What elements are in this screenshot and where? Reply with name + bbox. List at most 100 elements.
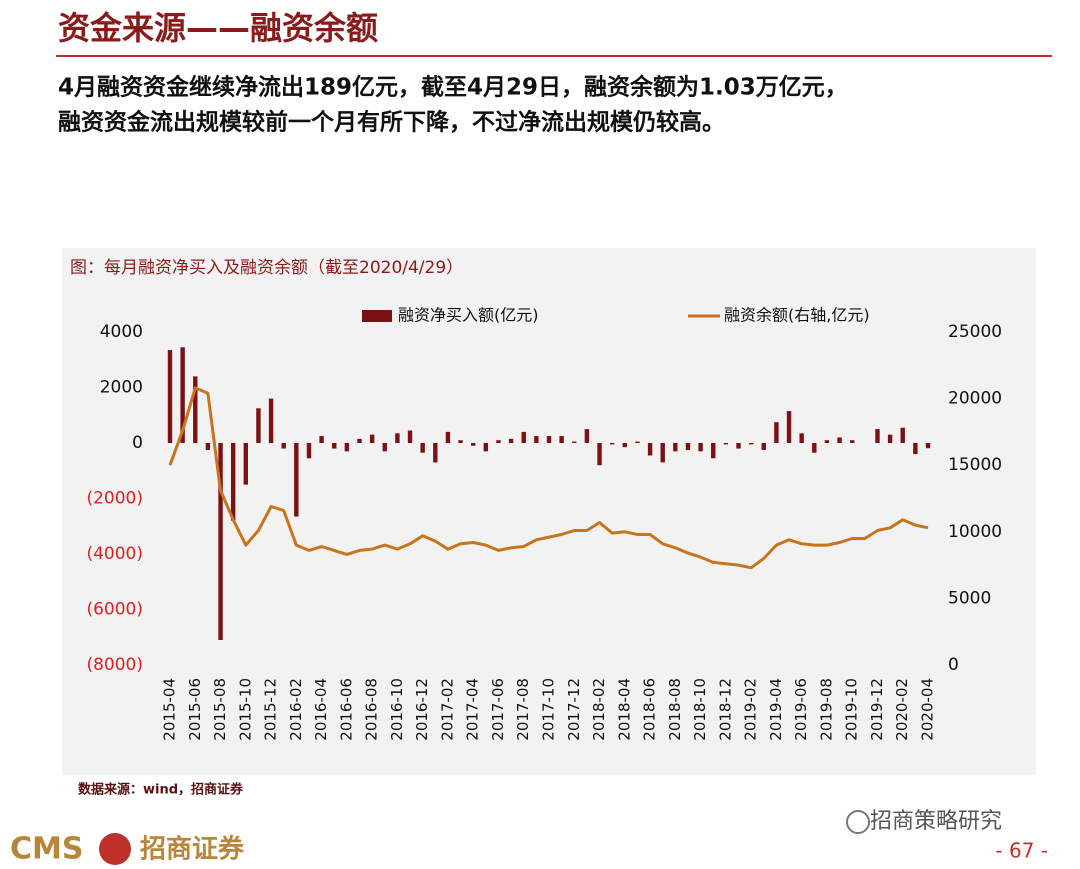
bar <box>458 440 463 443</box>
x-tick-label: 2018-02 <box>590 678 608 741</box>
x-tick-label: 2020-04 <box>919 678 937 741</box>
x-tick-label: 2019-10 <box>843 678 861 741</box>
line <box>168 386 929 570</box>
x-tick-label: 2017-12 <box>565 678 583 741</box>
bar <box>736 443 741 449</box>
bar <box>167 350 173 443</box>
company-name: 招商证券 <box>140 834 245 865</box>
bar <box>319 436 324 443</box>
x-tick-label: 2018-08 <box>666 678 684 741</box>
bar <box>445 431 451 443</box>
bar <box>496 440 501 443</box>
bar <box>837 437 842 443</box>
bar <box>812 443 817 453</box>
bar <box>887 434 893 443</box>
bar <box>294 443 299 517</box>
x-tick-label: 2017-10 <box>540 678 558 741</box>
chart-panel <box>62 248 1036 775</box>
logo: CMS <box>10 832 83 867</box>
x-tick-label: 2019-04 <box>767 678 785 741</box>
bar <box>875 429 880 443</box>
bar <box>597 443 602 466</box>
bar <box>357 438 362 443</box>
x-tick-label: 2015-10 <box>236 678 254 741</box>
bar <box>559 436 564 443</box>
bar <box>521 431 526 443</box>
x-tick-label: 2018-12 <box>716 678 734 741</box>
x-tick-label: 2018-10 <box>691 678 709 741</box>
y2-tick-label: 0 <box>948 655 959 675</box>
x-tick-label: 2016-08 <box>363 678 381 741</box>
x-tick-label: 2017-08 <box>514 678 532 741</box>
bar <box>433 443 438 463</box>
bar <box>230 443 236 521</box>
bar <box>799 433 804 443</box>
x-tick-label: 2015-06 <box>186 678 204 741</box>
bar <box>786 411 792 443</box>
page-number: - 67 - <box>995 839 1048 863</box>
bar <box>420 443 425 453</box>
y2-tick-label: 5000 <box>948 588 991 608</box>
bar <box>268 398 274 443</box>
chart-title: 图：每月融资净买入及融资余额（截至2020/4/29） <box>70 258 463 278</box>
x-tick-label: 2017-02 <box>438 678 456 741</box>
x-tick-label: 2019-06 <box>792 678 810 741</box>
bar <box>850 440 855 443</box>
bar <box>824 440 830 443</box>
x-tick-label: 2015-04 <box>161 678 179 741</box>
bar <box>180 347 185 443</box>
bar <box>205 443 211 450</box>
x-tick-label: 2016-04 <box>312 678 330 741</box>
bar <box>761 443 766 450</box>
bar <box>748 443 754 445</box>
x-tick-label: 2017-06 <box>489 678 507 741</box>
y2-tick-label: 25000 <box>948 322 1002 342</box>
y-tick-label: (2000) <box>86 489 143 509</box>
bar <box>572 441 577 443</box>
x-tick-label: 2016-06 <box>337 678 355 741</box>
y-tick-label: (4000) <box>86 544 143 564</box>
y-tick-label: (8000) <box>86 655 143 675</box>
wechat-icon <box>846 810 870 834</box>
bar <box>660 443 665 463</box>
bar <box>635 441 640 443</box>
bar <box>407 430 413 443</box>
bar <box>332 443 337 449</box>
logo-icon <box>99 833 131 865</box>
x-tick-label: 2015-08 <box>211 678 229 741</box>
x-tick-label: 2016-10 <box>388 678 406 741</box>
legend-label: 融资余额(右轴,亿元) <box>724 306 870 325</box>
bar <box>925 443 931 449</box>
bar <box>382 443 387 452</box>
bar <box>711 443 716 459</box>
y2-tick-label: 20000 <box>948 389 1002 409</box>
bar <box>193 376 198 443</box>
bar <box>698 443 703 452</box>
x-tick-label: 2019-08 <box>817 678 835 741</box>
y2-tick-label: 15000 <box>948 455 1002 475</box>
bar <box>546 436 552 443</box>
x-tick-label: 2020-02 <box>893 678 911 741</box>
bar <box>584 429 590 443</box>
body-text: 融资资金流出规模较前一个月有所下降，不过净流出规模仍较高。 <box>58 109 725 136</box>
bar <box>471 443 476 446</box>
bar <box>622 443 627 448</box>
bar <box>647 443 653 456</box>
bar <box>609 443 615 445</box>
x-tick-label: 2018-04 <box>615 678 633 741</box>
y-tick-label: 2000 <box>100 378 143 398</box>
bar <box>673 443 678 452</box>
bar <box>218 443 223 641</box>
bar <box>685 443 691 450</box>
y-tick-label: (6000) <box>86 600 143 620</box>
chart: (8000) (6000) (4000) (2000) 0 2000 4000 0 5000 10… <box>86 306 1002 741</box>
bar <box>306 443 312 459</box>
legend-label: 融资净买入额(亿元) <box>398 306 539 325</box>
x-tick-label: 2016-12 <box>413 678 431 741</box>
bar <box>508 438 514 443</box>
bar <box>243 443 248 485</box>
bar <box>723 443 729 445</box>
watermark: 招商策略研究 <box>870 809 1002 834</box>
